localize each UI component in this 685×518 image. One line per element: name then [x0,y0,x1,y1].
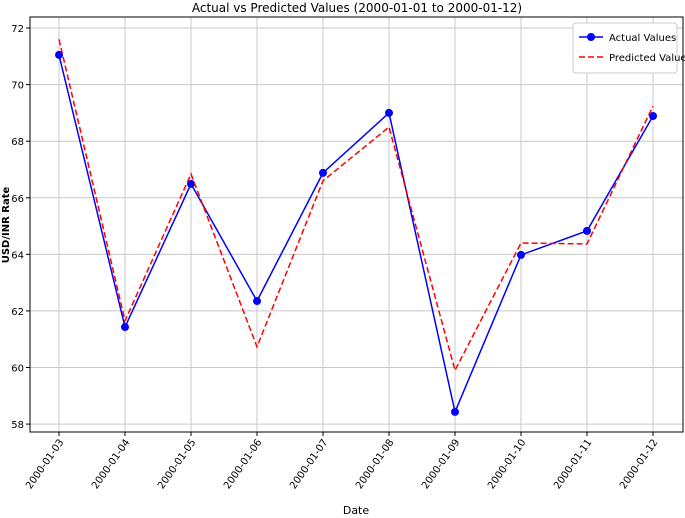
data-point [121,323,129,332]
series-line [58,39,654,373]
x-tick-label: 2000-01-12 [618,437,660,491]
legend-label: Predicted Values [609,53,685,64]
y-tick-label: 58 [11,420,24,431]
y-tick-label: 66 [11,194,24,205]
data-point [583,226,591,235]
chart-title: Actual vs Predicted Values (2000-01-01 t… [192,1,522,15]
x-tick-label: 2000-01-05 [156,437,198,491]
y-tick-label: 68 [11,137,24,148]
y-tick-label: 64 [11,250,24,261]
x-tick-label: 2000-01-10 [486,437,528,491]
x-tick-label: 2000-01-03 [24,437,66,491]
x-tick-label: 2000-01-04 [90,437,132,491]
x-tick-label: 2000-01-09 [420,437,462,491]
y-tick-label: 60 [11,364,24,375]
data-point [649,112,657,121]
data-point [319,168,327,177]
data-point [187,179,195,188]
legend-marker [587,33,595,41]
data-point [385,108,393,117]
data-point [253,297,261,306]
legend-box [572,22,678,74]
data-point [517,250,525,259]
x-tick-label: 2000-01-08 [354,437,396,491]
y-axis-label: USD/INR Rate [1,187,12,264]
series-line [58,54,654,415]
y-tick-label: 72 [11,24,24,35]
x-tick-label: 2000-01-06 [222,437,264,491]
x-axis-label: Date [343,504,370,517]
y-tick-label: 62 [11,307,24,318]
x-tick-label: 2000-01-11 [552,437,594,491]
data-point [55,50,63,59]
y-tick-label: 70 [11,81,24,92]
plot-frame [29,16,684,433]
data-point [451,407,459,416]
x-tick-label: 2000-01-07 [288,437,330,491]
legend-label: Actual Values [609,33,676,44]
